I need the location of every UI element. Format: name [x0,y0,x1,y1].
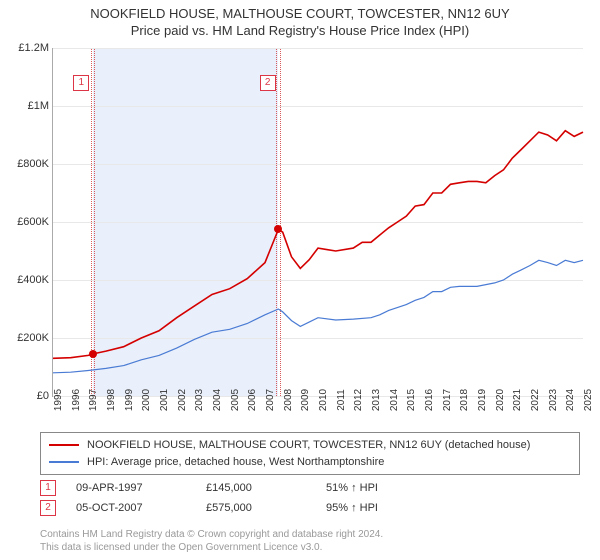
x-tick-label: 1996 [71,389,82,411]
event-marker-box: 1 [73,75,89,91]
x-tick-label: 2024 [565,389,576,411]
legend-swatch-hpi [49,461,79,463]
x-tick-label: 2004 [212,389,223,411]
x-tick-label: 2013 [371,389,382,411]
x-tick-label: 2016 [424,389,435,411]
title-sub: Price paid vs. HM Land Registry's House … [0,23,600,40]
legend-box: NOOKFIELD HOUSE, MALTHOUSE COURT, TOWCES… [40,432,580,475]
x-tick-label: 2021 [512,389,523,411]
title-block: NOOKFIELD HOUSE, MALTHOUSE COURT, TOWCES… [0,0,600,40]
tx-date: 05-OCT-2007 [76,502,186,514]
x-tick-label: 2009 [300,389,311,411]
x-tick-label: 2006 [247,389,258,411]
title-main: NOOKFIELD HOUSE, MALTHOUSE COURT, TOWCES… [0,6,600,23]
y-tick-label: £800K [17,158,49,170]
x-tick-label: 2002 [177,389,188,411]
chart-lines-svg [53,48,583,396]
tx-marker-2: 2 [40,500,56,516]
x-tick-label: 1997 [88,389,99,411]
x-tick-label: 2014 [389,389,400,411]
x-tick-label: 2010 [318,389,329,411]
tx-price: £575,000 [206,502,306,514]
x-tick-label: 2001 [159,389,170,411]
x-tick-label: 2000 [141,389,152,411]
transaction-table: 1 09-APR-1997 £145,000 51% ↑ HPI 2 05-OC… [40,478,580,518]
tx-marker-1: 1 [40,480,56,496]
footer-attribution: Contains HM Land Registry data © Crown c… [40,528,383,554]
x-tick-label: 2023 [548,389,559,411]
chart-container: NOOKFIELD HOUSE, MALTHOUSE COURT, TOWCES… [0,0,600,560]
y-tick-label: £0 [37,390,49,402]
x-tick-label: 2025 [583,389,594,411]
y-tick-label: £600K [17,216,49,228]
x-tick-label: 2015 [406,389,417,411]
x-tick-label: 2020 [495,389,506,411]
x-tick-label: 2019 [477,389,488,411]
footer-line2: This data is licensed under the Open Gov… [40,541,383,554]
x-tick-label: 2008 [283,389,294,411]
x-tick-label: 1995 [53,389,64,411]
table-row: 1 09-APR-1997 £145,000 51% ↑ HPI [40,478,580,498]
event-marker-box: 2 [260,75,276,91]
x-tick-label: 2017 [442,389,453,411]
y-tick-label: £1.2M [18,42,49,54]
tx-date: 09-APR-1997 [76,482,186,494]
legend-label-property: NOOKFIELD HOUSE, MALTHOUSE COURT, TOWCES… [87,437,530,454]
x-tick-label: 2012 [353,389,364,411]
footer-line1: Contains HM Land Registry data © Crown c… [40,528,383,541]
chart-plot-area: £0£200K£400K£600K£800K£1M£1.2M1995199619… [52,48,583,397]
legend-item-hpi: HPI: Average price, detached house, West… [49,454,571,471]
x-tick-label: 1999 [124,389,135,411]
tx-price: £145,000 [206,482,306,494]
x-tick-label: 2022 [530,389,541,411]
legend-label-hpi: HPI: Average price, detached house, West… [87,454,384,471]
tx-pct: 51% ↑ HPI [326,482,436,494]
tx-pct: 95% ↑ HPI [326,502,436,514]
x-tick-label: 2003 [194,389,205,411]
tx-point-dot [274,225,282,233]
y-tick-label: £1M [28,100,49,112]
table-row: 2 05-OCT-2007 £575,000 95% ↑ HPI [40,498,580,518]
legend-swatch-property [49,444,79,446]
y-tick-label: £400K [17,274,49,286]
x-tick-label: 2005 [230,389,241,411]
legend-item-property: NOOKFIELD HOUSE, MALTHOUSE COURT, TOWCES… [49,437,571,454]
x-tick-label: 2018 [459,389,470,411]
tx-point-dot [89,350,97,358]
x-tick-label: 2007 [265,389,276,411]
x-tick-label: 2011 [336,389,347,411]
x-tick-label: 1998 [106,389,117,411]
y-tick-label: £200K [17,332,49,344]
